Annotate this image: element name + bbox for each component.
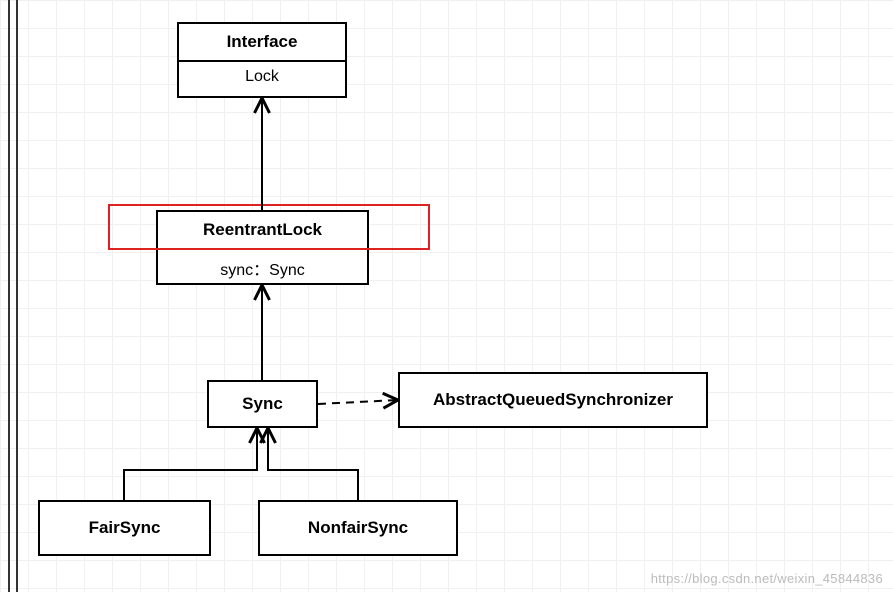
edge-nonfairsync-sync [268, 428, 358, 500]
edge-fairsync-sync [124, 428, 257, 500]
edges-layer [0, 0, 893, 592]
watermark: https://blog.csdn.net/weixin_45844836 [651, 571, 883, 586]
edge-sync-aqs [318, 400, 398, 404]
